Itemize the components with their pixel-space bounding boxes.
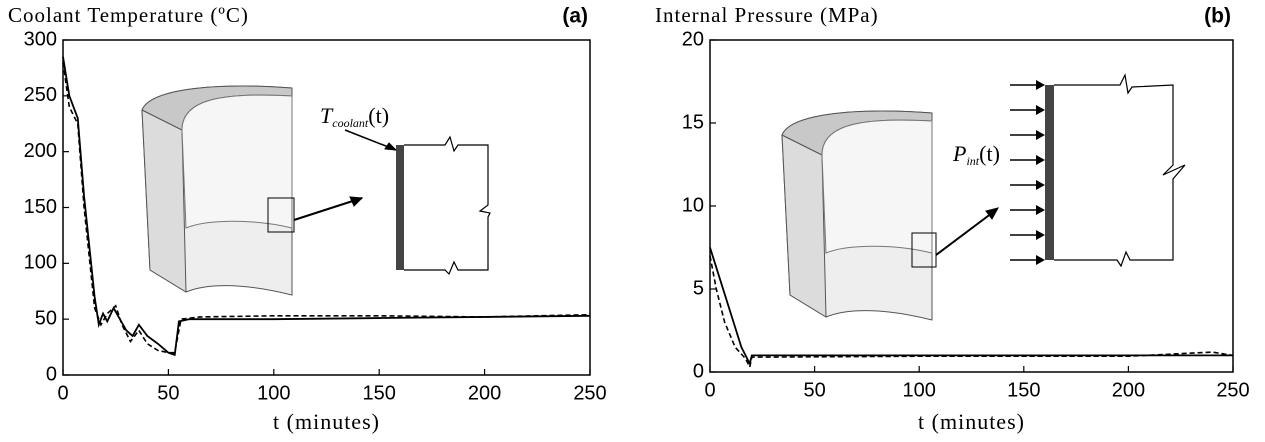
plot-frame [62,39,591,376]
chart-title: Coolant Temperature (ºC) [8,3,249,27]
annotation-argument: (t) [368,103,389,128]
chart-title: Internal Pressure (MPa) [655,3,879,27]
y-tick-label: 250 [24,84,57,106]
y-tick-label: 50 [35,307,57,329]
y-tick-label: 5 [693,277,704,299]
y-tick-label: 150 [24,196,57,218]
x-axis-label: t (minutes) [273,409,380,434]
annotation: Pint(t) [952,141,1000,168]
x-axis-label: t (minutes) [918,409,1025,434]
annotation-argument: (t) [979,141,1000,166]
y-tick-label: 0 [693,360,704,382]
y-tick-label: 200 [24,140,57,162]
data-line [62,56,591,357]
data-line [709,247,1233,367]
x-tick-label: 0 [57,382,68,404]
x-tick-label: 250 [1216,379,1249,401]
annotation-symbol: P [952,141,966,166]
inset-a: Tcoolant(t) [141,85,491,296]
x-tick-label: 0 [704,379,715,401]
annotation-subscript: coolant [332,116,369,130]
data-line [62,62,591,354]
y-tick-label: 15 [682,111,704,133]
panel-label: (b) [1204,5,1231,28]
annotation-subscript: int [966,154,979,168]
x-tick-label: 100 [257,382,290,404]
x-tick-label: 50 [157,382,179,404]
data-line [709,255,1234,370]
x-tick-label: 200 [1112,379,1145,401]
annotation: Tcoolant(t) [320,103,389,130]
x-tick-label: 150 [1007,379,1040,401]
y-tick-label: 0 [46,363,57,385]
x-tick-label: 200 [468,382,501,404]
y-tick-label: 100 [24,252,57,274]
x-tick-label: 50 [803,379,825,401]
y-tick-label: 20 [682,28,704,50]
y-tick-label: 300 [24,28,57,50]
x-tick-label: 250 [573,382,606,404]
y-tick-label: 10 [682,194,704,216]
x-tick-label: 150 [363,382,396,404]
inset-b: Pint(t) [781,73,1186,321]
panel-label: (a) [562,5,588,28]
annotation-symbol: T [320,103,334,128]
x-tick-label: 100 [903,379,936,401]
